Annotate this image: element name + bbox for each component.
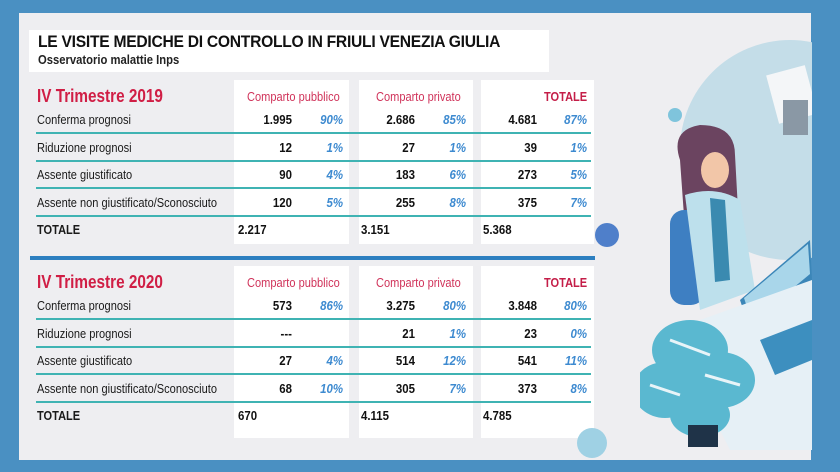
row-separator [36,159,591,162]
row-label: Assente non giustificato/Sconosciuto [37,194,217,210]
cell-percent-total: 80% [564,298,587,313]
cell-value-total: 39 [524,139,537,155]
row-separator [36,187,591,189]
cell-percent-total: 8% [570,380,587,396]
section-divider [30,256,595,260]
cell-value-private: 255 [395,194,415,210]
column-card [359,266,473,438]
section-title: IV Trimestre 2019 [37,86,163,106]
cell-value-private: 3.151 [361,222,390,237]
row-label: Conferma prognosi [37,112,131,127]
cell-percent-public: 86% [320,298,343,313]
column-header-total: TOTALE [544,89,588,104]
row-separator [36,132,591,134]
row-separator [36,373,591,375]
cell-value-total: 375 [517,194,537,210]
row-separator [36,345,591,348]
column-card [359,80,473,244]
row-separator [36,214,591,217]
cell-value-public: 2.217 [238,222,267,237]
cell-value-private: 2.686 [386,112,415,127]
cell-percent-total: 7% [570,194,587,210]
row-label: Riduzione prognosi [37,139,132,155]
cell-percent-private: 85% [443,112,466,127]
cell-value-public: 12 [279,139,292,155]
row-label: Assente giustificato [37,353,133,368]
section-title: IV Trimestre 2020 [37,272,163,292]
column-card [481,266,594,438]
row-separator [36,318,591,320]
column-card [234,80,349,244]
cell-value-public: 90 [279,167,292,182]
doctor-illustration-icon [640,40,812,450]
column-header-private: Comparto privato [376,89,461,104]
cell-value-total: 373 [517,380,537,396]
cell-value-private: 21 [402,325,415,341]
decorative-dot [668,108,682,122]
cell-value-public: 670 [238,408,258,423]
cell-percent-total: 0% [570,325,587,341]
cell-percent-private: 80% [443,298,466,313]
cell-value-private: 4.115 [361,408,390,423]
cell-percent-public: 5% [326,194,343,210]
cell-value-public: 27 [279,353,292,368]
column-card [234,266,349,438]
decorative-dot [577,428,607,458]
title-box [29,30,549,72]
column-card [481,80,594,244]
cell-percent-total: 1% [570,139,587,155]
cell-percent-public: 1% [326,139,343,155]
row-label: Conferma prognosi [37,298,131,313]
cell-value-public: 1.995 [263,112,292,127]
page-subtitle: Osservatorio malattie Inps [38,53,180,67]
cell-percent-total: 11% [564,353,587,368]
column-header-public: Comparto pubblico [247,89,340,104]
row-label: Assente non giustificato/Sconosciuto [37,380,217,396]
cell-value-total: 4.681 [508,112,537,127]
cell-percent-private: 12% [443,353,466,368]
cell-value-public: 68 [279,380,292,396]
cell-percent-private: 6% [449,167,466,182]
cell-percent-public: 4% [326,353,343,368]
cell-percent-total: 5% [570,167,587,182]
decorative-dot [595,223,619,247]
row-label: Assente giustificato [37,167,133,182]
row-label: TOTALE [37,222,81,237]
cell-percent-public: 10% [320,380,343,396]
column-header-private: Comparto privato [376,275,461,290]
cell-percent-public: 90% [320,112,343,127]
cell-value-public: 573 [272,298,292,313]
cell-percent-private: 1% [449,325,466,341]
cell-value-total: 273 [517,167,537,182]
column-header-total: TOTALE [544,275,588,290]
column-header-public: Comparto pubblico [247,275,340,290]
page-title: LE VISITE MEDICHE DI CONTROLLO IN FRIULI… [38,32,501,51]
cell-percent-private: 8% [449,194,466,210]
cell-value-total: 23 [524,325,537,341]
cell-value-private: 27 [402,139,415,155]
cell-percent-private: 1% [449,139,466,155]
row-label: Riduzione prognosi [37,325,132,341]
row-separator [36,400,591,403]
cell-percent-public: 4% [326,167,343,182]
cell-percent-total: 87% [564,112,587,127]
cell-value-total: 5.368 [483,222,512,237]
cell-value-private: 183 [395,167,415,182]
cell-value-total: 3.848 [508,298,537,313]
row-label: TOTALE [37,408,81,423]
cell-value-private: 3.275 [386,298,415,313]
cell-value-private: 305 [395,380,415,396]
cell-value-total: 541 [517,353,537,368]
cell-value-public: --- [280,325,292,341]
cell-value-private: 514 [395,353,415,368]
cell-value-public: 120 [272,194,292,210]
cell-value-total: 4.785 [483,408,512,423]
cell-percent-private: 7% [449,380,466,396]
